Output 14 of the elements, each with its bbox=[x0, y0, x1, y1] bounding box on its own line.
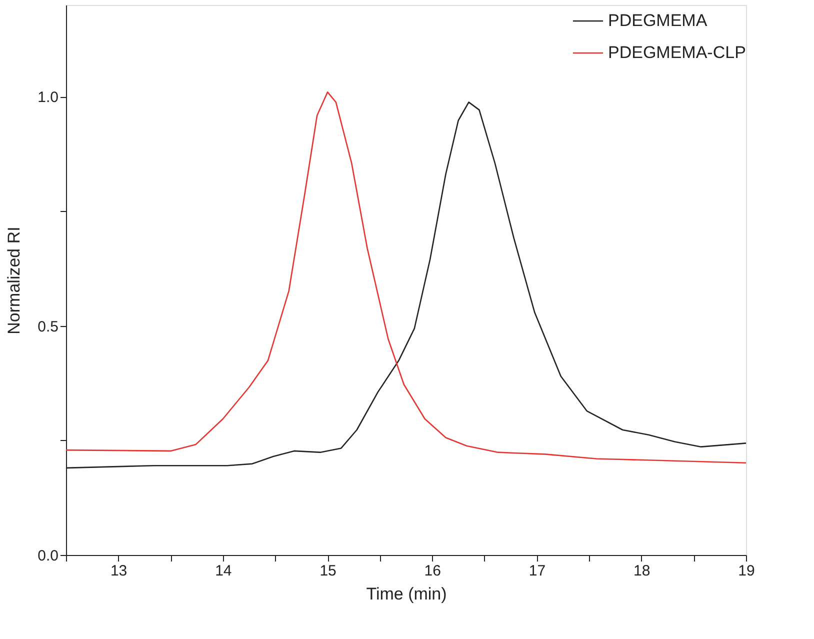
y-axis-title: Normalized RI bbox=[4, 226, 24, 334]
x-tick-label: 18 bbox=[634, 562, 650, 580]
y-tick-label: 0.0 bbox=[38, 548, 58, 564]
x-tick-label: 19 bbox=[738, 562, 755, 580]
x-tick-label: 13 bbox=[110, 562, 128, 580]
y-tick-label: 0.5 bbox=[38, 318, 58, 336]
x-tick-label: 14 bbox=[215, 562, 232, 580]
x-tick-label: 16 bbox=[424, 562, 441, 580]
legend-label: PDEGMEMA bbox=[608, 11, 708, 30]
legend-label: PDEGMEMA-CLP bbox=[608, 43, 746, 62]
x-tick-label: 15 bbox=[320, 562, 336, 580]
y-tick-label: 1.0 bbox=[38, 89, 58, 106]
x-tick-label: 17 bbox=[528, 562, 546, 580]
x-axis-title: Time (min) bbox=[366, 584, 447, 604]
